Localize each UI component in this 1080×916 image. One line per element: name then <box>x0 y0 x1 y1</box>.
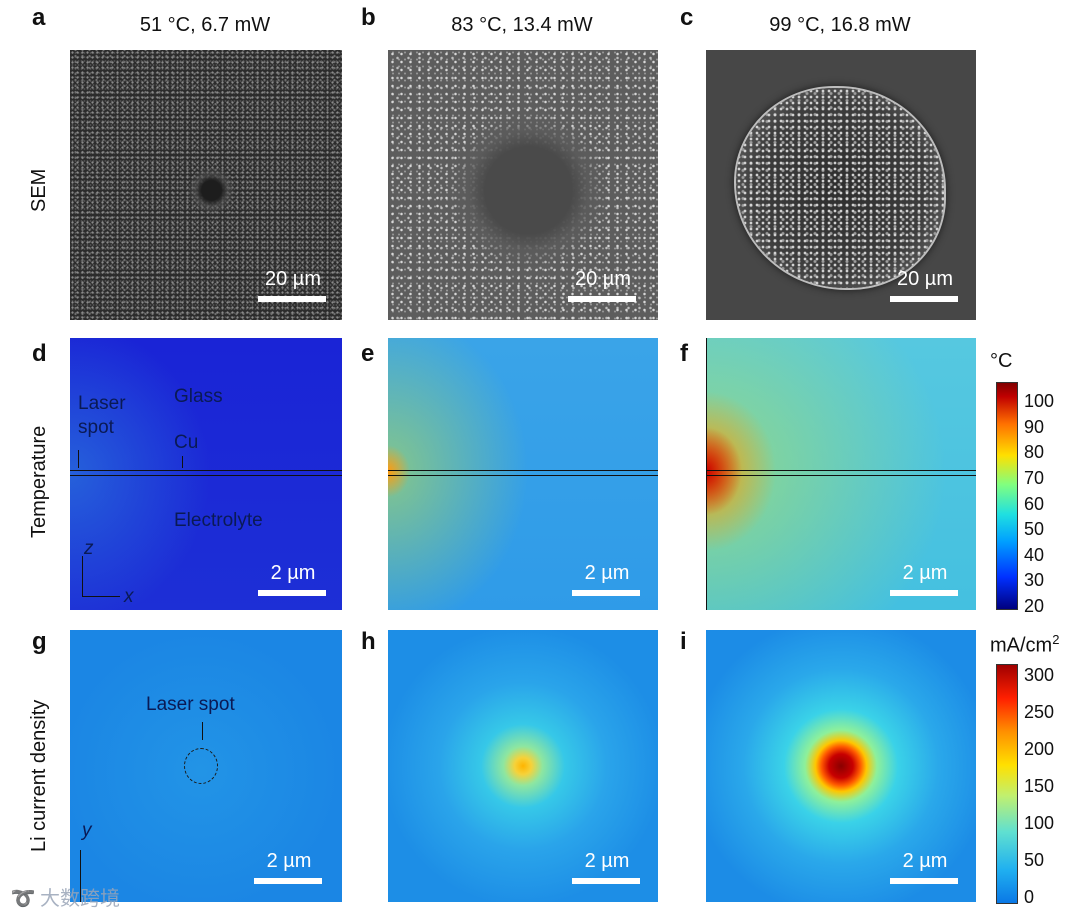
scale-bar-label-h: 2 µm <box>584 850 630 872</box>
laser-spot-g-arrow <box>202 722 203 740</box>
axis-x-label: x <box>124 586 134 607</box>
temperature-colorbar-unit: °C <box>990 350 1013 372</box>
scale-bar-g <box>254 878 322 884</box>
watermark-logo-icon: ➰ <box>10 888 36 910</box>
panel-label-e: e <box>361 340 375 367</box>
current-colorbar <box>996 664 1018 904</box>
scale-bar-label-d: 2 µm <box>270 562 316 584</box>
label-laser-spot: Laser spot <box>78 393 126 438</box>
scale-bar-i <box>890 878 958 884</box>
label-glass: Glass <box>174 386 223 407</box>
row-label-current: Li current density <box>28 699 50 852</box>
axis-z-line <box>82 556 83 596</box>
label-electrolyte: Electrolyte <box>174 510 263 531</box>
current-colorbar-tick-label: 0 <box>1024 887 1035 907</box>
sem-image-b: 20 µm <box>388 50 658 320</box>
scale-bar-label-g: 2 µm <box>266 850 312 872</box>
lithium-deposit <box>736 88 944 288</box>
temperature-map-e: 2 µm <box>388 338 658 610</box>
current-map-g: Laser spot y 2 µm <box>70 630 342 902</box>
scale-bar-label-a: 20 µm <box>265 268 321 290</box>
scale-bar-f <box>890 590 958 596</box>
scale-bar-label-b: 20 µm <box>575 268 631 290</box>
temperature-map-f: 2 µm <box>706 338 976 610</box>
axis-y-label: y <box>82 820 92 841</box>
scale-bar-d <box>258 590 326 596</box>
temperature-colorbar-tick-label: 60 <box>1024 493 1045 514</box>
temperature-colorbar-tick-label: 40 <box>1024 544 1045 565</box>
scale-bar-c <box>890 296 958 302</box>
temperature-map-d: Laser spot Glass Cu Electrolyte z x 2 µm <box>70 338 342 610</box>
current-colorbar-tick-label: 300 <box>1024 665 1055 685</box>
panel-label-b: b <box>361 4 376 31</box>
label-laser-spot-g: Laser spot <box>146 694 235 715</box>
scale-bar-label-f: 2 µm <box>902 562 948 584</box>
temperature-colorbar-tick-label: 30 <box>1024 570 1045 591</box>
scale-bar-label-c: 20 µm <box>897 268 953 290</box>
temperature-colorbar-tick-label: 90 <box>1024 416 1045 437</box>
temperature-colorbar <box>996 382 1018 610</box>
scale-bar-a <box>258 296 326 302</box>
scale-bar-b <box>568 296 636 302</box>
label-cu: Cu <box>174 432 199 453</box>
column-title-3: 99 °C, 16.8 mW <box>769 14 911 36</box>
current-colorbar-tick-label: 150 <box>1024 776 1055 796</box>
panel-label-i: i <box>680 628 687 655</box>
panel-label-a: a <box>32 4 46 31</box>
row-label-sem: SEM <box>28 168 50 212</box>
axis-y-line <box>80 850 81 902</box>
laser-spot-circle <box>184 748 218 784</box>
current-colorbar-tick-label: 250 <box>1024 702 1055 722</box>
panel-label-f: f <box>680 340 688 367</box>
scale-bar-label-e: 2 µm <box>584 562 630 584</box>
panel-label-g: g <box>32 628 47 655</box>
current-colorbar-tick-label: 100 <box>1024 813 1055 833</box>
panel-label-c: c <box>680 4 694 31</box>
scale-bar-label-i: 2 µm <box>902 850 948 872</box>
sem-image-a: 20 µm <box>70 50 342 320</box>
scale-bar-h <box>572 878 640 884</box>
temperature-colorbar-tick-label: 80 <box>1024 442 1045 463</box>
temperature-colorbar-tick-label: 20 <box>1024 596 1045 616</box>
sem-image-c: 20 µm <box>706 50 976 320</box>
current-colorbar-unit: mA/cm2 <box>990 632 1060 657</box>
axis-z-label: z <box>84 538 94 559</box>
watermark: ➰ 大数跨境 <box>6 882 120 911</box>
cu-arrow <box>182 456 183 468</box>
panel-label-h: h <box>361 628 376 655</box>
scale-bar-e <box>572 590 640 596</box>
axis-x-line <box>82 596 120 597</box>
laser-spot-arrow <box>78 450 79 468</box>
column-title-2: 83 °C, 13.4 mW <box>451 14 593 36</box>
current-colorbar-tick-label: 50 <box>1024 850 1045 870</box>
current-colorbar-tick-label: 200 <box>1024 739 1055 759</box>
current-map-i: 2 µm <box>706 630 976 902</box>
temperature-colorbar-tick-label: 50 <box>1024 519 1045 540</box>
current-map-h: 2 µm <box>388 630 658 902</box>
panel-label-d: d <box>32 340 47 367</box>
row-label-temperature: Temperature <box>28 425 50 538</box>
temperature-colorbar-tick-label: 100 <box>1024 391 1055 411</box>
temperature-colorbar-tick-label: 70 <box>1024 467 1045 488</box>
column-title-1: 51 °C, 6.7 mW <box>139 14 271 36</box>
